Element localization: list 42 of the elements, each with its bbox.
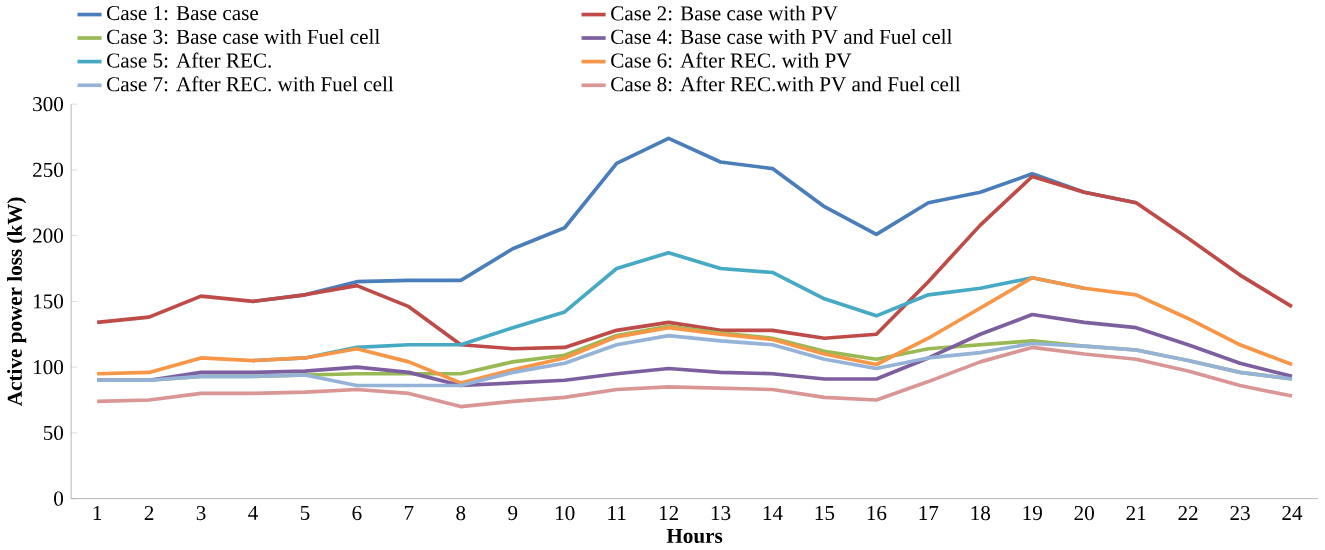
x-tick-label: 4 [248, 505, 258, 520]
y-tick-label: 300 [33, 97, 64, 112]
x-tick-label: 9 [508, 505, 518, 521]
y-tick-label: 200 [33, 228, 64, 243]
legend-label: Case 8: After REC.with PV and Fuel cell [611, 76, 961, 92]
x-tick-label: 8 [456, 505, 466, 521]
x-tick-label: 1 [93, 505, 102, 520]
y-axis-title: Active power loss (kW) [7, 197, 27, 406]
y-tick-label: 100 [33, 359, 64, 375]
x-tick-label: 13 [711, 505, 731, 521]
x-tick-label: 7 [404, 505, 414, 520]
x-tick-label: 12 [659, 505, 678, 520]
legend-label: Case 3: Base case with Fuel cell [107, 29, 380, 45]
line-series [95, 174, 1294, 351]
x-tick-label: 16 [867, 505, 887, 521]
x-tick-label: 6 [352, 505, 362, 521]
x-tick-label: 14 [763, 505, 783, 520]
y-tick-label: 250 [33, 162, 64, 177]
legend-label: Case 5: After REC. [107, 52, 271, 68]
legend-label: Case 7: After REC. with Fuel cell [107, 76, 394, 92]
x-axis-title: Hours [666, 528, 723, 544]
x-tick-label: 5 [300, 505, 310, 520]
x-tick-label: 2 [144, 505, 154, 520]
y-tick-label: 150 [33, 294, 64, 309]
x-tick-label: 20 [1074, 505, 1094, 521]
x-tick-label: 18 [971, 505, 991, 521]
x-tick-label: 22 [1178, 505, 1198, 520]
x-tick-label: 24 [1282, 505, 1303, 520]
x-tick-label: 11 [608, 505, 626, 520]
y-tick-label: 0 [54, 491, 64, 506]
x-tick-label: 21 [1126, 505, 1146, 520]
y-tick-label: 50 [43, 425, 64, 440]
x-tick-label: 17 [919, 505, 939, 520]
legend-label: Case 1: Base case [107, 5, 259, 21]
legend-label: Case 6: After REC. with PV [611, 52, 852, 68]
x-tick-label: 19 [1023, 505, 1042, 521]
x-tick-label: 15 [815, 505, 835, 521]
x-tick-label: 10 [555, 505, 575, 521]
x-tick-label: 23 [1230, 505, 1250, 521]
legend-label: Case 4: Base case with PV and Fuel cell [611, 29, 952, 45]
x-tick-label: 3 [196, 505, 206, 521]
legend-label: Case 2: Base case with PV [611, 5, 838, 21]
